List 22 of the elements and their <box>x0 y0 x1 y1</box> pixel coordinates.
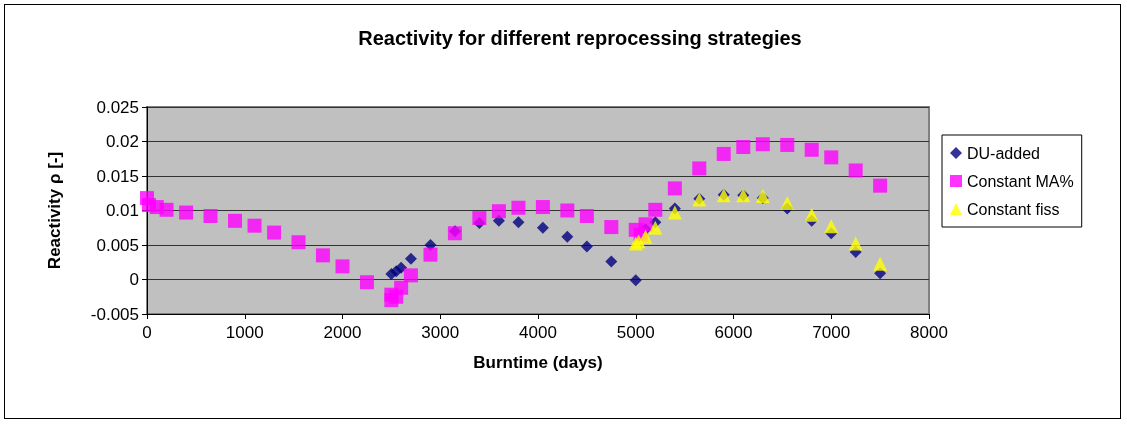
x-tick-label: 1000 <box>225 323 264 342</box>
y-tick-label: 0.025 <box>96 97 139 117</box>
x-tick-label: 2000 <box>323 323 362 342</box>
legend-label: Constant fiss <box>967 200 1060 218</box>
chart-title: Reactivity for different reprocessing strategies <box>358 27 802 49</box>
x-tick-label: 4000 <box>519 323 557 342</box>
y-tick-label: 0.01 <box>105 201 139 220</box>
legend-label: Constant MA% <box>967 172 1074 190</box>
legend-label: DU-added <box>967 144 1040 162</box>
x-tick-label: 8000 <box>910 323 948 342</box>
x-tick-label: 0 <box>142 323 152 342</box>
y-tick-label: 0.02 <box>105 132 139 151</box>
x-tick-label: 7000 <box>812 323 851 342</box>
y-axis-title: Reactivity ρ [-] <box>45 151 64 270</box>
x-axis-title: Burntime (days) <box>473 353 603 372</box>
x-tick-label: 3000 <box>421 323 460 342</box>
y-tick-label: 0.015 <box>96 166 139 186</box>
x-tick-label: 6000 <box>714 323 753 342</box>
y-tick-label: -0.005 <box>90 304 139 324</box>
x-tick-label: 5000 <box>616 323 655 342</box>
y-tick-label: 0 <box>129 270 139 289</box>
y-tick-label: 0.005 <box>96 235 139 255</box>
